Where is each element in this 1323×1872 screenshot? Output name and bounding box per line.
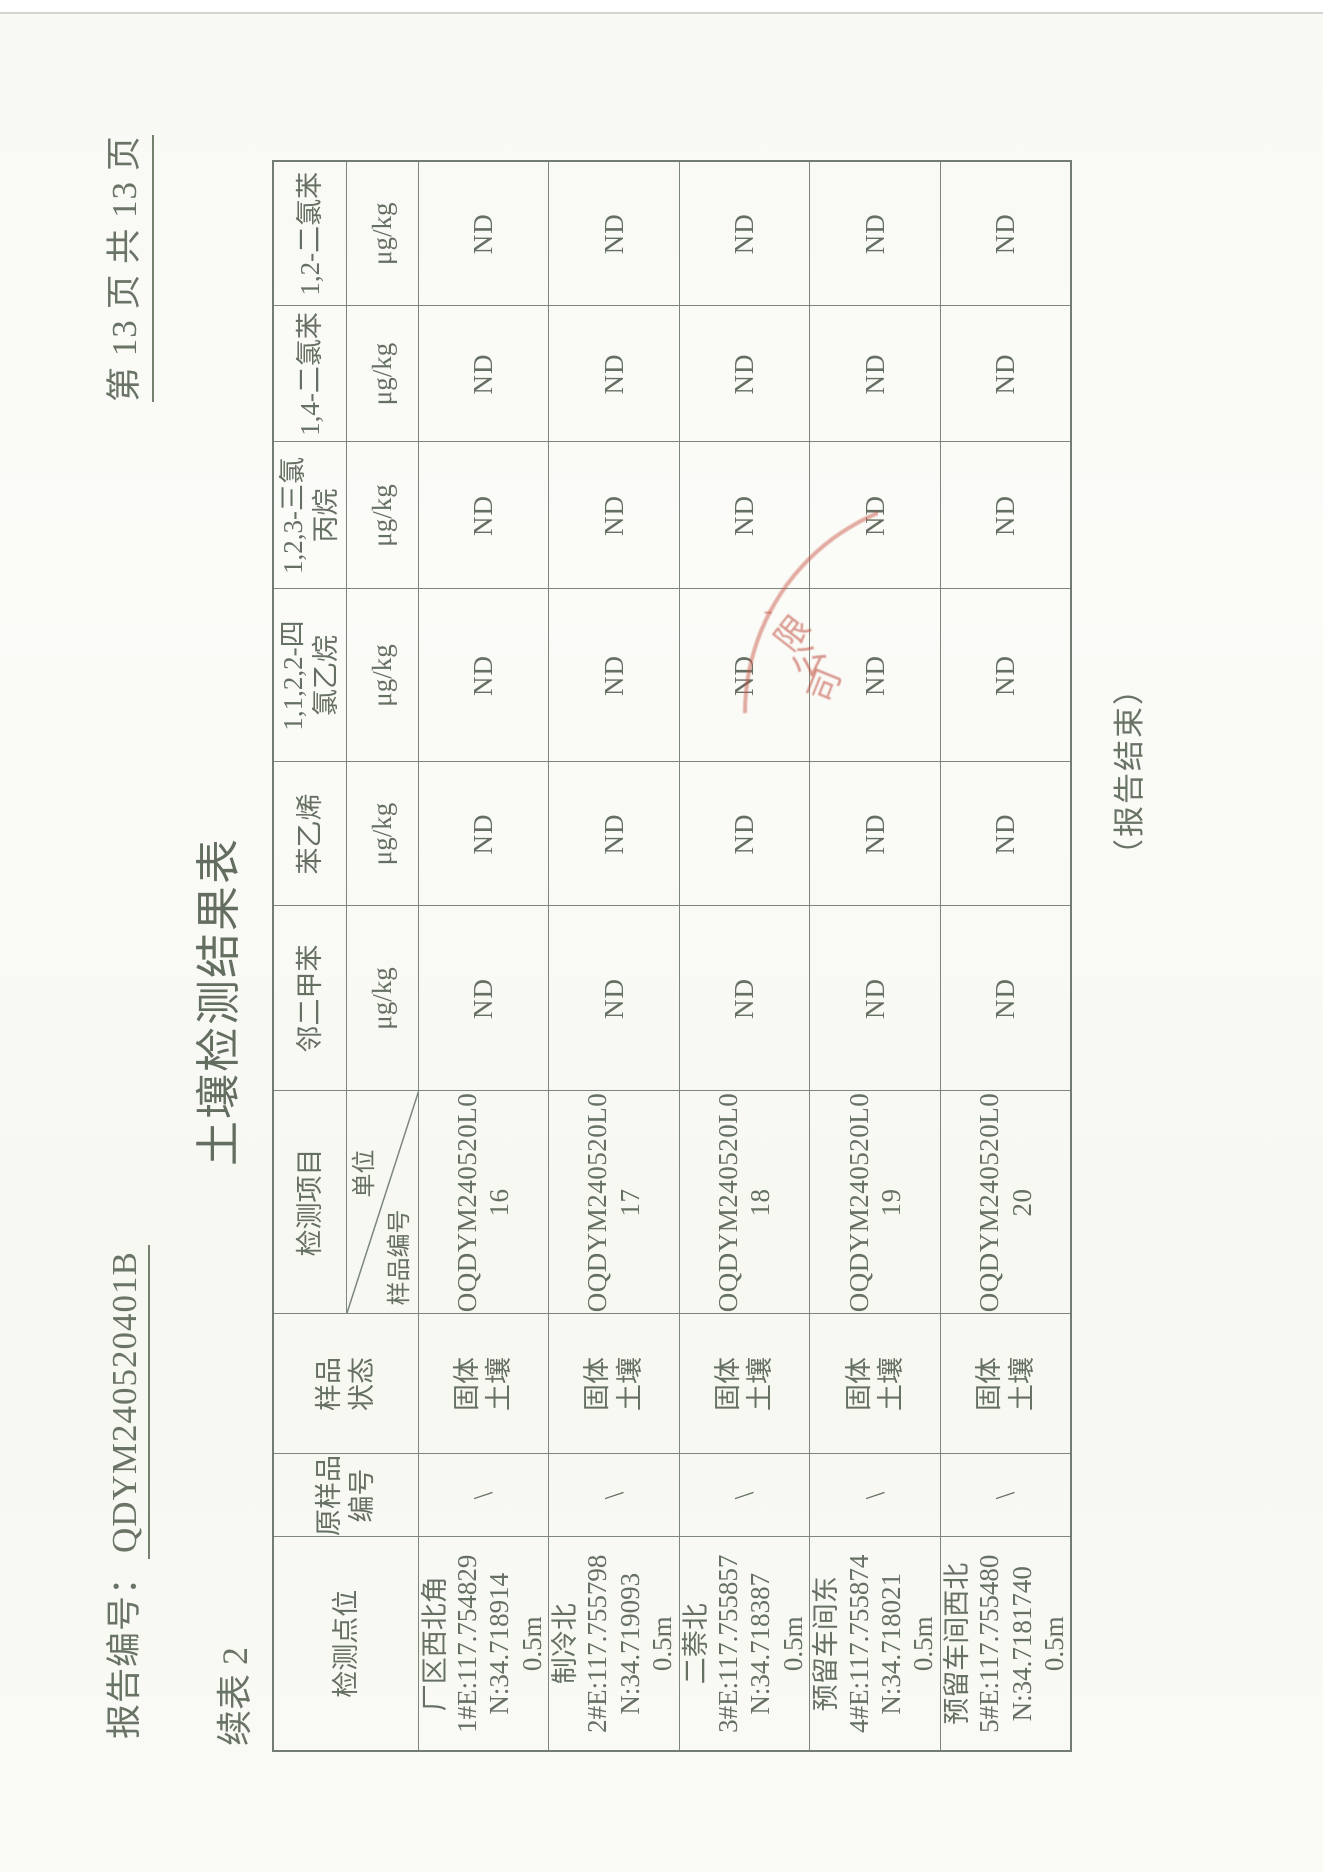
result-cell: ND (418, 442, 549, 589)
result-cell: ND (418, 161, 549, 306)
point-cell: 厂区西北角 1#E:117.754829 N:34.718914 0.5m (418, 1537, 549, 1751)
diagonal-line (346, 1091, 418, 1314)
result-cell: ND (940, 442, 1072, 589)
sample-no-cell: OQDYM240520L0 16 (418, 1091, 549, 1314)
unit-label: 单位 (351, 1149, 378, 1198)
report-number-value: QDYM240520401B (105, 1245, 150, 1559)
unit-cell: μg/kg (346, 442, 418, 589)
col-header-analyte-5: 1,4-二氯苯 (273, 306, 346, 442)
result-cell: ND (548, 906, 680, 1091)
sample-no-label: 样品编号 (386, 1209, 413, 1306)
result-cell: ND (809, 762, 941, 906)
result-cell: ND (809, 306, 941, 442)
result-cell: ND (940, 589, 1072, 762)
result-cell: ND (679, 161, 810, 306)
unit-cell: μg/kg (346, 589, 418, 762)
result-cell: ND (679, 306, 810, 442)
unit-cell: μg/kg (346, 161, 418, 306)
results-table: 检测点位 原样品 编号 样品 状态 检测项目 邻二甲苯 苯乙烯 1,1,2,2-… (272, 160, 1073, 1752)
original-sample-no-cell: \ (548, 1454, 680, 1537)
sample-no-cell: OQDYM240520L0 19 (809, 1091, 941, 1314)
subtable-label: 续表 2 (215, 1646, 255, 1746)
col-header-analyte-2: 苯乙烯 (273, 762, 346, 906)
scan-edge-artifact (0, 12, 1323, 14)
result-cell: ND (548, 161, 680, 306)
result-cell: ND (548, 762, 680, 906)
result-cell: ND (548, 306, 680, 442)
result-cell: ND (679, 442, 810, 589)
col-header-analyte-6: 1,2-二氯苯 (273, 161, 346, 306)
col-header-test-item: 检测项目 (273, 1091, 346, 1314)
original-sample-no-cell: \ (940, 1454, 1072, 1537)
col-header-analyte-4: 1,2,3-三氯 丙烷 (273, 442, 346, 589)
paper-background (0, 14, 1323, 1872)
sample-status-cell: 固体 土壤 (679, 1314, 810, 1454)
result-cell: ND (679, 762, 810, 906)
page-title: 土壤检测结果表 (194, 836, 244, 1166)
result-cell: ND (809, 442, 941, 589)
result-cell: ND (679, 589, 810, 762)
table-row: 制冷北 2#E:117.755798 N:34.719093 0.5m \ 固体… (548, 161, 680, 1751)
original-sample-no-cell: \ (679, 1454, 810, 1537)
table-row: 预留车间东 4#E:117.755874 N:34.718021 0.5m \ … (809, 161, 941, 1751)
result-cell: ND (940, 762, 1072, 906)
table-row: 二萘北 3#E:117.755857 N:34.718387 0.5m \ 固体… (679, 161, 810, 1751)
result-cell: ND (418, 589, 549, 762)
result-cell: ND (809, 589, 941, 762)
page-info: 第 13 页 共 13 页 (96, 135, 154, 402)
result-cell: ND (940, 906, 1072, 1091)
original-sample-no-cell: \ (809, 1454, 941, 1537)
result-cell: ND (809, 161, 941, 306)
point-cell: 预留车间东 4#E:117.755874 N:34.718021 0.5m (809, 1537, 941, 1751)
report-number: 报告编号：QDYM240520401B (96, 1245, 150, 1739)
sample-status-cell: 固体 土壤 (548, 1314, 680, 1454)
col-header-point: 检测点位 (273, 1537, 418, 1751)
result-cell: ND (940, 306, 1072, 442)
result-cell: ND (418, 762, 549, 906)
point-cell: 预留车间西北 5#E:117.755480 N:34.7181740 0.5m (940, 1537, 1072, 1751)
result-cell: ND (418, 306, 549, 442)
unit-cell: μg/kg (346, 906, 418, 1091)
point-cell: 制冷北 2#E:117.755798 N:34.719093 0.5m (548, 1537, 680, 1751)
unit-cell: μg/kg (346, 306, 418, 442)
sample-no-cell: OQDYM240520L0 17 (548, 1091, 680, 1314)
sample-status-cell: 固体 土壤 (418, 1314, 549, 1454)
report-end-note: （报告结束） (1112, 672, 1147, 870)
sample-status-cell: 固体 土壤 (940, 1314, 1072, 1454)
table-row: 厂区西北角 1#E:117.754829 N:34.718914 0.5m \ … (418, 161, 549, 1751)
result-cell: ND (940, 161, 1072, 306)
result-cell: ND (679, 906, 810, 1091)
sample-no-cell: OQDYM240520L0 20 (940, 1091, 1072, 1314)
sample-status-cell: 固体 土壤 (809, 1314, 941, 1454)
header-row-analytes: 检测点位 原样品 编号 样品 状态 检测项目 邻二甲苯 苯乙烯 1,1,2,2-… (273, 161, 418, 1751)
result-cell: ND (548, 442, 680, 589)
report-number-label: 报告编号： (105, 1558, 144, 1739)
result-cell: ND (809, 906, 941, 1091)
unit-cell: μg/kg (346, 762, 418, 906)
result-cell: ND (418, 906, 549, 1091)
result-cell: ND (548, 589, 680, 762)
diagonal-header-cell: 单位 样品编号 (346, 1091, 418, 1314)
point-cell: 二萘北 3#E:117.755857 N:34.718387 0.5m (679, 1537, 810, 1751)
table-row: 预留车间西北 5#E:117.755480 N:34.7181740 0.5m … (940, 161, 1072, 1751)
sample-no-cell: OQDYM240520L0 18 (679, 1091, 810, 1314)
col-header-sample-status: 样品 状态 (273, 1314, 418, 1454)
col-header-original-sample-no: 原样品 编号 (273, 1454, 418, 1537)
header-row-units: 单位 样品编号 μg/kg μg/kg μg/kg μg/kg μg/kg μg… (346, 161, 418, 1751)
col-header-analyte-1: 邻二甲苯 (273, 906, 346, 1091)
col-header-analyte-3: 1,1,2,2-四 氯乙烷 (273, 589, 346, 762)
original-sample-no-cell: \ (418, 1454, 549, 1537)
